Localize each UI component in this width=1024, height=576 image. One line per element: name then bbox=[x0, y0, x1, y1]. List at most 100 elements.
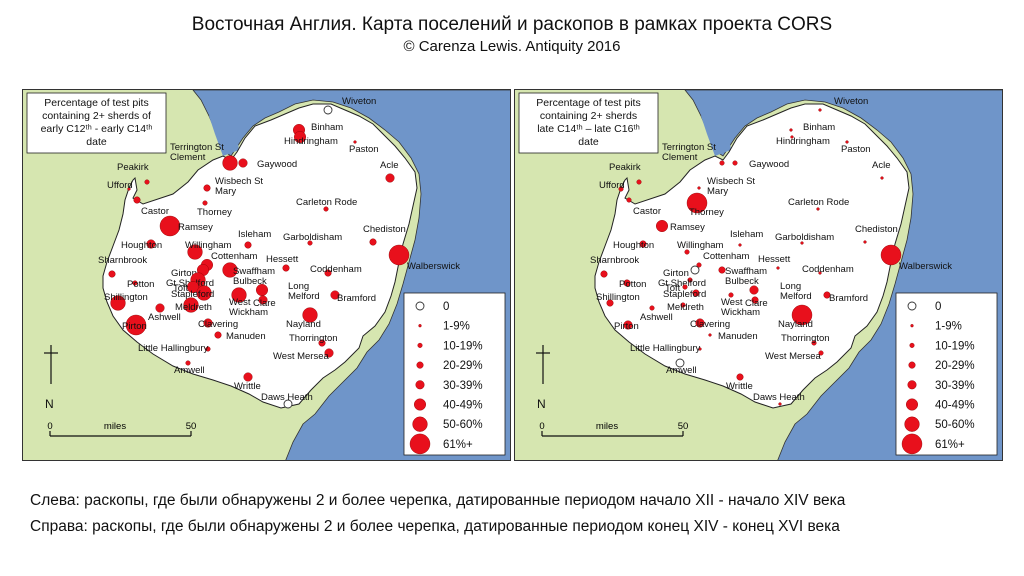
site-marker bbox=[751, 296, 759, 304]
site-garboldisham: Garboldisham bbox=[775, 232, 834, 245]
legend-swatch bbox=[414, 398, 427, 411]
site-label: Stapleford bbox=[663, 289, 706, 300]
site-label: Houghton bbox=[121, 240, 162, 251]
site-sharnbrook: Sharnbrook bbox=[98, 255, 147, 278]
site-label: Daws Heath bbox=[753, 392, 805, 403]
site-label: Chediston bbox=[363, 224, 406, 235]
site-ashwell: Ashwell bbox=[640, 305, 673, 323]
site-label: Isleham bbox=[238, 229, 271, 240]
site-label: Garboldisham bbox=[775, 232, 834, 243]
site-thorrington: Thorrington bbox=[781, 333, 830, 346]
site-label: Clare bbox=[745, 298, 768, 309]
legend-swatch bbox=[910, 324, 914, 328]
legend-label: 40-49% bbox=[935, 400, 975, 412]
legend-label: 30-39% bbox=[443, 380, 483, 392]
site-label: Pirton bbox=[122, 321, 147, 332]
legend-label: 10-19% bbox=[443, 340, 483, 352]
site-marker bbox=[187, 244, 203, 260]
site-label: Meldreth bbox=[667, 302, 704, 313]
site-label: Sharnbrook bbox=[98, 255, 147, 266]
site-hessett: Hessett bbox=[758, 254, 791, 270]
site-label: Toft bbox=[173, 283, 189, 294]
site-cottenham: Cottenham bbox=[696, 251, 750, 268]
site-label: Thorrington bbox=[289, 333, 338, 344]
legend-swatch bbox=[416, 361, 424, 369]
site-label: Thorney bbox=[689, 207, 724, 218]
site-shillington: Shillington bbox=[596, 292, 640, 307]
site-label: Swaffham Bulbeck bbox=[725, 266, 767, 287]
site-marker bbox=[388, 244, 410, 266]
site-marker bbox=[155, 303, 165, 313]
site-label: Thorrington bbox=[781, 333, 830, 344]
site-ufford: Ufford bbox=[107, 180, 133, 191]
site-marker bbox=[823, 291, 831, 299]
site-label: Gt Shelford bbox=[658, 278, 706, 289]
site-label: Stapleford bbox=[171, 289, 214, 300]
site-marker bbox=[222, 262, 238, 278]
site-paston: Paston bbox=[841, 140, 871, 155]
site-label: Isleham bbox=[730, 229, 763, 240]
site-marker bbox=[719, 160, 725, 166]
north-arrow: N bbox=[44, 345, 58, 411]
site-marker bbox=[845, 140, 849, 144]
site-label: Clavering bbox=[690, 319, 730, 330]
site-label: Daws Heath bbox=[261, 392, 313, 403]
site-toft: Toft bbox=[665, 283, 688, 294]
site-terrington-st-clement: Terrington St Clement bbox=[170, 142, 238, 171]
caption-left: Слева: раскопы, где были обнаружены 2 и … bbox=[30, 492, 846, 509]
site-label: Walberswick bbox=[899, 261, 952, 272]
site-hindringham: Hindringham bbox=[776, 135, 830, 147]
page-title: Восточная Англия. Карта поселений и раск… bbox=[191, 14, 833, 35]
scale-label: miles bbox=[104, 421, 126, 432]
site-label: Hessett bbox=[266, 254, 299, 265]
site-marker bbox=[243, 372, 253, 382]
site-label: Acle bbox=[380, 160, 398, 171]
legend-swatch bbox=[901, 433, 923, 455]
site-clavering: Clavering bbox=[198, 318, 238, 330]
site-daws-heath: Daws Heath bbox=[753, 392, 805, 406]
site-marker bbox=[183, 297, 199, 313]
site-chediston: Chediston bbox=[363, 224, 406, 246]
site-sharnbrook: Sharnbrook bbox=[590, 255, 639, 278]
site-west-wickham: West Wickham bbox=[229, 287, 268, 318]
site-marker bbox=[695, 318, 705, 328]
page-subtitle: © Carenza Lewis. Antiquity 2016 bbox=[403, 38, 621, 55]
north-label: N bbox=[45, 397, 54, 411]
site-marker bbox=[623, 279, 631, 287]
legend-swatch bbox=[409, 433, 431, 455]
site-marker bbox=[203, 318, 213, 328]
site-marker bbox=[318, 339, 326, 347]
scale-bar: 0 miles 50 bbox=[47, 421, 196, 437]
site-marker bbox=[728, 292, 734, 298]
legend-swatch bbox=[907, 301, 917, 311]
period-legend-line: containing 2+ sherds bbox=[540, 110, 637, 122]
site-long-melford: Long Melford bbox=[749, 281, 812, 302]
percentage-legend-frame bbox=[403, 292, 506, 456]
legend-swatch bbox=[415, 380, 425, 390]
site-castor: Castor bbox=[133, 196, 169, 217]
scale-start: 0 bbox=[539, 421, 544, 432]
site-marker bbox=[238, 158, 248, 168]
site-marker bbox=[636, 179, 642, 185]
site-label: Girton bbox=[171, 268, 197, 279]
site-label: Swaffham Bulbeck bbox=[233, 266, 275, 287]
site-clavering: Clavering bbox=[690, 318, 730, 330]
site-marker bbox=[353, 140, 357, 144]
site-label: West Wickham bbox=[229, 297, 268, 318]
site-marker bbox=[623, 320, 633, 330]
site-marker bbox=[385, 173, 395, 183]
site-marker bbox=[186, 280, 199, 293]
site-marker bbox=[791, 304, 813, 326]
caption-right: Справа: раскопы, где были обнаружены 2 и… bbox=[30, 518, 840, 535]
map-panel-right: Percentage of test pits containing 2+ she… bbox=[514, 89, 1003, 461]
site-marker bbox=[738, 243, 742, 247]
site-writtle: Writtle bbox=[234, 372, 261, 392]
site-label: Carleton Rode bbox=[788, 197, 849, 208]
site-marker bbox=[818, 350, 824, 356]
site-label: Writtle bbox=[234, 381, 261, 392]
site-shillington: Shillington bbox=[104, 292, 148, 311]
site-marker bbox=[205, 346, 211, 352]
scale-bar: 0 miles 50 bbox=[539, 421, 688, 437]
